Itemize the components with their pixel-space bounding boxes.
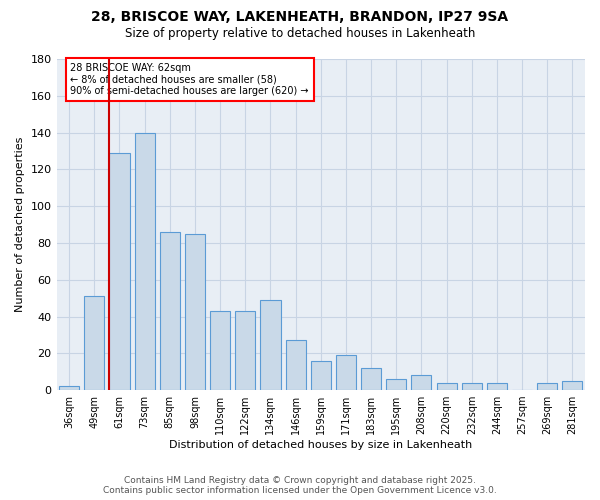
- Bar: [210, 311, 230, 390]
- Bar: [59, 386, 79, 390]
- Bar: [84, 296, 104, 390]
- Bar: [336, 355, 356, 390]
- Bar: [537, 382, 557, 390]
- Bar: [461, 382, 482, 390]
- Bar: [160, 232, 180, 390]
- Bar: [412, 376, 431, 390]
- Bar: [437, 382, 457, 390]
- X-axis label: Distribution of detached houses by size in Lakenheath: Distribution of detached houses by size …: [169, 440, 472, 450]
- Text: 28 BRISCOE WAY: 62sqm
← 8% of detached houses are smaller (58)
90% of semi-detac: 28 BRISCOE WAY: 62sqm ← 8% of detached h…: [70, 62, 309, 96]
- Bar: [185, 234, 205, 390]
- Bar: [386, 379, 406, 390]
- Text: Size of property relative to detached houses in Lakenheath: Size of property relative to detached ho…: [125, 28, 475, 40]
- Text: Contains HM Land Registry data © Crown copyright and database right 2025.
Contai: Contains HM Land Registry data © Crown c…: [103, 476, 497, 495]
- Bar: [286, 340, 305, 390]
- Bar: [311, 360, 331, 390]
- Bar: [487, 382, 507, 390]
- Y-axis label: Number of detached properties: Number of detached properties: [15, 137, 25, 312]
- Bar: [109, 153, 130, 390]
- Bar: [235, 311, 256, 390]
- Bar: [562, 381, 583, 390]
- Bar: [134, 132, 155, 390]
- Bar: [260, 300, 281, 390]
- Text: 28, BRISCOE WAY, LAKENHEATH, BRANDON, IP27 9SA: 28, BRISCOE WAY, LAKENHEATH, BRANDON, IP…: [91, 10, 509, 24]
- Bar: [361, 368, 381, 390]
